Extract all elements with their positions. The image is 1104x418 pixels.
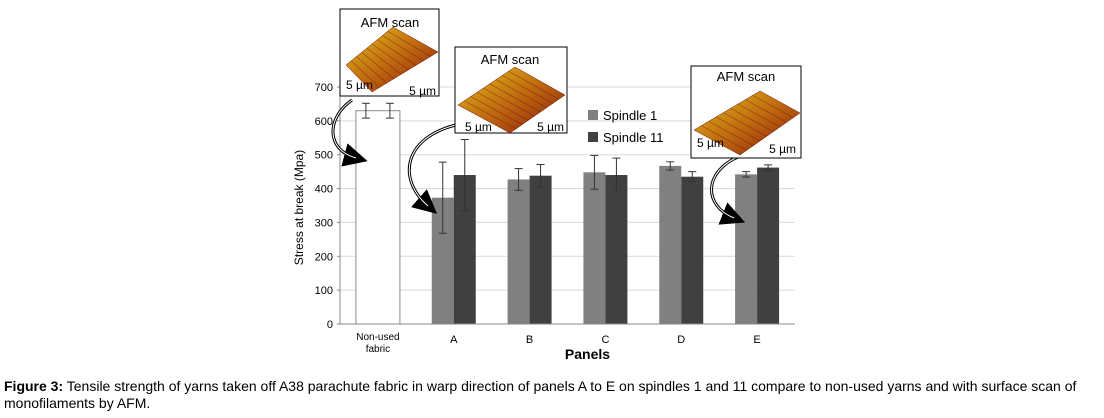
afm-texture — [351, 60, 380, 88]
y-tick-label: 300 — [315, 217, 333, 229]
arrow — [331, 98, 368, 167]
afm-texture — [489, 83, 541, 113]
y-tick-label: 200 — [315, 251, 333, 263]
afm-scale-label: 5 µm — [537, 120, 564, 134]
arrow-highlight — [711, 155, 741, 219]
afm-scale-label: 5 µm — [409, 84, 436, 98]
bar-d-series-2 — [681, 176, 704, 324]
caption-label: Figure 3: — [4, 378, 64, 394]
bar-non-used-fabric — [355, 110, 401, 325]
x-tick-label: B — [526, 334, 533, 346]
afm-texture — [495, 79, 547, 108]
afm-texture — [382, 35, 424, 62]
figure-caption: Figure 3: Tensile strength of yarns take… — [4, 378, 1102, 412]
x-tick-label: C — [601, 334, 609, 346]
afm-texture — [723, 112, 767, 137]
y-tick-label: 700 — [315, 82, 333, 94]
x-tick-label: Non-used fabric — [356, 332, 399, 355]
x-tick-label: E — [753, 334, 760, 346]
afm-texture — [708, 121, 754, 146]
afm-texture — [366, 47, 402, 75]
y-tick-label: 500 — [315, 150, 333, 162]
y-tick-label: 600 — [315, 116, 333, 128]
afm-texture — [502, 75, 553, 104]
arrow-highlight — [408, 123, 461, 207]
bar-c-series-2 — [605, 175, 628, 324]
afm-texture — [361, 52, 395, 79]
afm-texture — [470, 96, 523, 125]
afm-texture — [387, 30, 431, 57]
bar-b-series-1 — [507, 179, 530, 324]
afm-texture — [476, 92, 529, 121]
afm-scale-label: 5 µm — [465, 120, 492, 134]
y-axis-label: Stress at break (Mpa) — [292, 150, 306, 265]
afm-scale-label: 5 µm — [346, 78, 373, 92]
afm-texture — [737, 103, 781, 128]
bar-c-series-1 — [583, 172, 606, 324]
afm-inset: AFM scan 5 µm 5 µm — [454, 46, 568, 134]
x-axis-label: Panels — [565, 346, 610, 362]
afm-texture — [356, 56, 387, 84]
x-tick-label: D — [677, 334, 685, 346]
afm-texture — [371, 43, 409, 71]
legend-swatch — [588, 132, 598, 142]
bar-e-series-1 — [735, 174, 758, 324]
afm-texture — [377, 39, 417, 66]
afm-inset: AFM scan 5 µm 5 µm — [339, 8, 440, 98]
legend-label: Spindle 11 — [603, 130, 663, 145]
afm-texture — [701, 125, 747, 151]
chart: 0 100 200 300 400 500 600 700 Stress at break (M… — [292, 8, 802, 362]
afm-texture — [483, 87, 535, 117]
afm-inset: AFM scan 5 µm 5 µm — [690, 65, 802, 159]
caption-text: Tensile strength of yarns taken off A38 … — [4, 378, 1077, 411]
bar-b-series-2 — [529, 175, 552, 324]
afm-texture — [464, 100, 517, 130]
afm-scale-label: 5 µm — [697, 136, 724, 150]
y-tick-label: 0 — [327, 319, 333, 331]
afm-title: AFM scan — [717, 69, 776, 84]
afm-texture — [730, 108, 774, 132]
afm-texture — [715, 116, 761, 142]
afm-texture — [508, 70, 560, 100]
y-tick-label: 100 — [315, 285, 333, 297]
afm-texture — [752, 95, 794, 118]
afm-title: AFM scan — [361, 15, 420, 30]
bar-e-series-2 — [757, 167, 780, 324]
bar-d-series-1 — [659, 165, 682, 324]
bar-a-series-1 — [431, 197, 454, 324]
x-tick-label: A — [450, 334, 458, 346]
afm-texture — [745, 99, 787, 123]
y-tick-label: 400 — [315, 184, 333, 196]
bar-a-series-2 — [453, 175, 476, 324]
afm-title: AFM scan — [481, 52, 540, 67]
legend-label: Spindle 1 — [603, 108, 657, 123]
legend-swatch — [588, 110, 598, 120]
afm-scale-label: 5 µm — [769, 142, 796, 156]
arrow-highlight — [332, 99, 357, 159]
